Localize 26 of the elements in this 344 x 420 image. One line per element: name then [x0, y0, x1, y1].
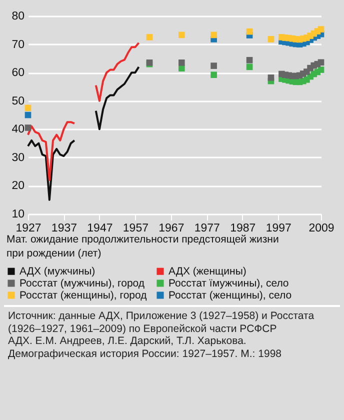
y-tick-label: 40 — [12, 124, 24, 136]
y-tick-label: 60 — [12, 67, 24, 80]
x-tick-label: 1947 — [87, 222, 113, 234]
y-tick-label: 70 — [12, 38, 24, 51]
y-tick-label: 10 — [12, 208, 24, 220]
x-tick-label: 2009 — [308, 222, 334, 234]
legend-label: Росстат (женщины), село — [168, 289, 292, 302]
legend-label: Росстат (мужчины), город — [20, 277, 145, 290]
legend-label: АДХ (женщины) — [168, 265, 246, 278]
y-tick-label: 30 — [12, 152, 24, 164]
x-tick-label: 1937 — [51, 222, 78, 234]
x-tick-label: 1967 — [158, 222, 184, 234]
legend-label: Росстат (женщины), город — [20, 289, 147, 302]
legend-label: Росстат їмужчины), село — [168, 277, 289, 290]
x-tick-label: 1997 — [266, 222, 292, 234]
y-tick-label: 50 — [12, 95, 24, 108]
y-tick-label: 20 — [12, 180, 24, 192]
legend-label: АДХ (мужчины) — [20, 265, 96, 278]
text: Источник: данные АДХ, Приложение 3 (1927–1958) и Росстата (1926–1927, 1961–2009) по Европейской части РСФСР — [8, 310, 316, 335]
x-tick-label: 1977 — [194, 222, 220, 234]
x-tick-label: 1957 — [122, 222, 148, 234]
x-tick-label: 1987 — [230, 222, 256, 234]
x-axis-title: Мат. ожидание продолжительности предстоящей жизни при рождении (лет) — [6, 234, 279, 260]
text: АДХ. Е.М. Андреев, Л.Е. Дарский, Т.Л. Харькова. Демографическая история России: 1927–1957. М.: 1998 — [8, 335, 282, 360]
y-tick-label: 80 — [12, 10, 24, 22]
x-tick-label: 1927 — [16, 222, 42, 234]
